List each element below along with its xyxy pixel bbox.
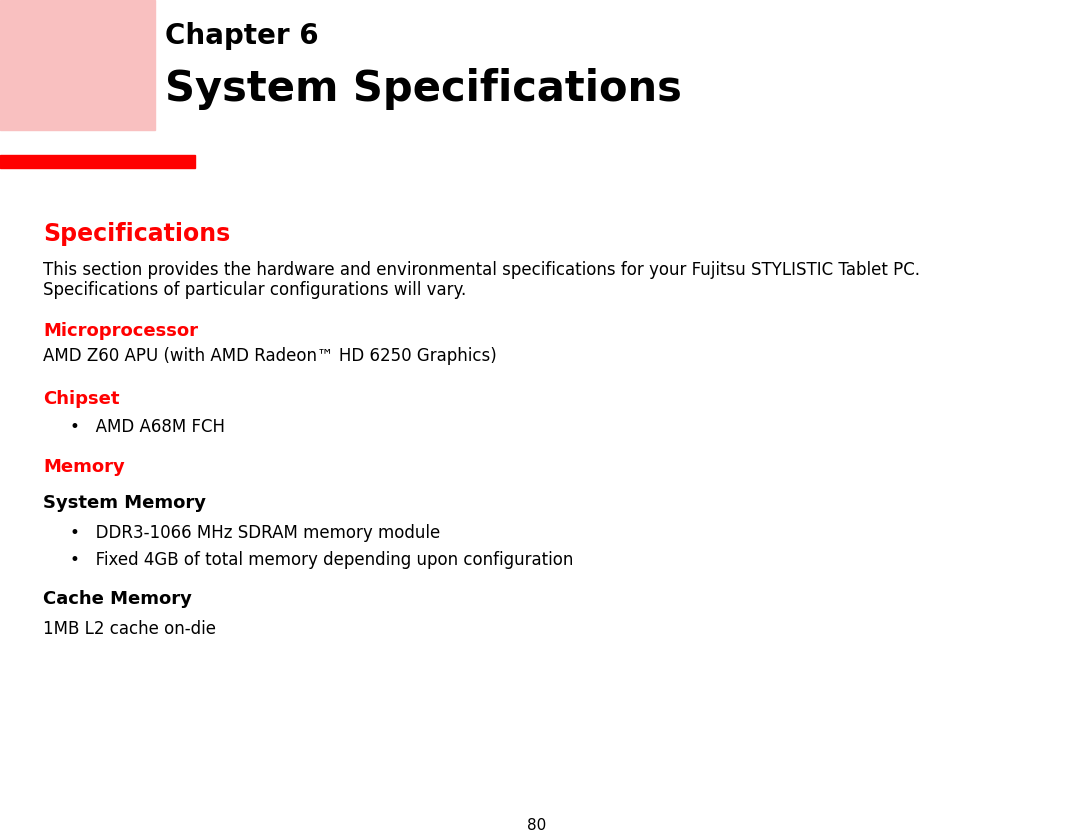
Text: This section provides the hardware and environmental specifications for your Fuj: This section provides the hardware and e…	[43, 261, 920, 279]
Text: •   DDR3-1066 MHz SDRAM memory module: • DDR3-1066 MHz SDRAM memory module	[70, 524, 440, 542]
Text: Cache Memory: Cache Memory	[43, 590, 192, 608]
Text: System Memory: System Memory	[43, 494, 206, 512]
Text: •   AMD A68M FCH: • AMD A68M FCH	[70, 418, 224, 436]
Text: Specifications: Specifications	[43, 222, 230, 246]
Text: 80: 80	[527, 818, 547, 833]
Text: Chipset: Chipset	[43, 390, 119, 408]
Text: Chapter 6: Chapter 6	[165, 22, 319, 50]
Text: System Specifications: System Specifications	[165, 68, 682, 110]
Bar	[0, 0, 155, 130]
Text: Microprocessor: Microprocessor	[43, 322, 198, 340]
Text: AMD Z60 APU (with AMD Radeon™ HD 6250 Graphics): AMD Z60 APU (with AMD Radeon™ HD 6250 Gr…	[43, 347, 497, 365]
Text: Specifications of particular configurations will vary.: Specifications of particular configurati…	[43, 281, 466, 299]
Text: •   Fixed 4GB of total memory depending upon configuration: • Fixed 4GB of total memory depending up…	[70, 551, 574, 569]
Text: Memory: Memory	[43, 458, 125, 476]
Bar	[0, 155, 195, 168]
Text: 1MB L2 cache on-die: 1MB L2 cache on-die	[43, 620, 216, 638]
